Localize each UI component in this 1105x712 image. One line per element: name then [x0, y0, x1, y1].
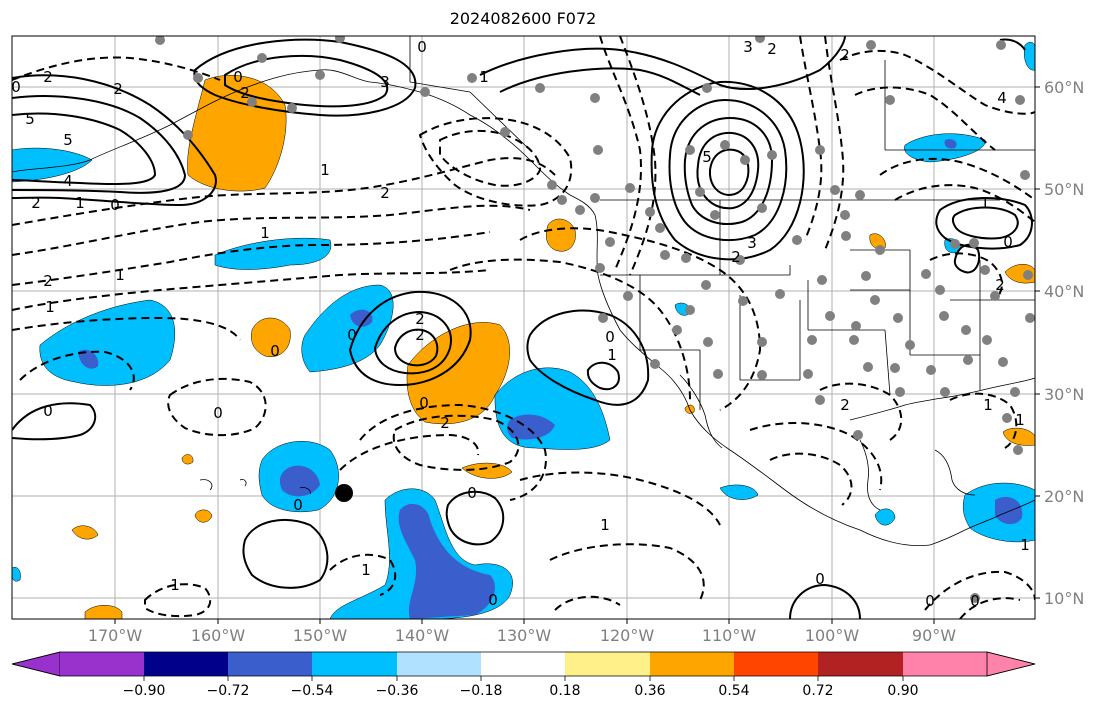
contour-label: 1: [361, 561, 371, 579]
contour-label: 1: [600, 516, 610, 534]
lon-label: 120°W: [599, 626, 655, 645]
contour-label: 0: [43, 402, 53, 420]
contour-label: 0: [970, 592, 980, 610]
map-title: 2024082600 F072: [449, 9, 597, 28]
lon-label: 140°W: [394, 626, 450, 645]
contour-label: 0: [11, 78, 21, 96]
contour-label: 2: [240, 84, 250, 102]
contour-label: 1: [980, 194, 990, 212]
contour-label: 1: [75, 194, 85, 212]
contour-label: 0: [293, 496, 303, 514]
coastlines: [12, 36, 1035, 547]
colorbar-tick-label: −0.36: [375, 683, 419, 699]
contour-labels: 0 2 5 3 2 1 0 3 2 1 5 4 2 1 0 5 2 1 3 2 …: [11, 38, 1030, 610]
strong-negative-regions: [78, 139, 1023, 619]
contour-label: 2: [840, 46, 850, 64]
colorbar-extend-right: [986, 651, 1036, 677]
contour-label: 0: [233, 68, 243, 86]
contour-label: 1: [479, 68, 489, 86]
contour-label: 1: [170, 576, 180, 594]
contour-label: 5: [63, 131, 73, 149]
contour-label: 2: [31, 194, 41, 212]
contour-label: 1: [260, 224, 270, 242]
lat-label: 20°N: [1044, 487, 1085, 506]
contour-label: 2: [840, 396, 850, 414]
solid-contours: [12, 36, 1033, 619]
contour-label: 0: [605, 328, 615, 346]
contour-label: 3: [743, 38, 753, 56]
colorbar-tick-label: −0.72: [206, 683, 250, 699]
colorbar-tick-label: −0.90: [122, 683, 166, 699]
contour-label: 1: [1020, 536, 1030, 554]
colorbar-tick-label: 0.90: [887, 683, 919, 699]
contour-label: 2: [995, 276, 1005, 294]
contour-label: 0: [1003, 233, 1013, 251]
contour-label: 0: [815, 570, 825, 588]
contour-label: 2: [440, 414, 450, 432]
colorbar-tick-label: −0.54: [290, 683, 334, 699]
lon-label: 100°W: [804, 626, 860, 645]
lon-label: 150°W: [292, 626, 348, 645]
lat-label: 30°N: [1044, 385, 1085, 404]
contour-label: 0: [347, 326, 357, 344]
dashed-contours: [12, 36, 1035, 619]
contour-label: 0: [213, 404, 223, 422]
contour-label: 1: [1015, 411, 1025, 429]
contour-label: 1: [45, 298, 55, 316]
colorbar-tick-label: 0.72: [802, 683, 834, 699]
contour-label: 4: [997, 89, 1007, 107]
axis-ticks: [114, 86, 1040, 624]
colorbar-tick-label: 0.36: [634, 683, 666, 699]
lon-label: 110°W: [701, 626, 757, 645]
contour-label: 2: [43, 68, 53, 86]
contour-label: 2: [380, 184, 390, 202]
colorbar: [11, 651, 1036, 681]
contour-label: 2: [767, 40, 777, 58]
contour-label: 4: [63, 172, 73, 190]
station-dots: [155, 36, 1035, 603]
contour-label: 2: [731, 248, 741, 266]
contour-label: 0: [110, 196, 120, 214]
contour-label: 2: [415, 310, 425, 328]
contour-label: 3: [747, 234, 757, 252]
lat-label: 40°N: [1044, 282, 1085, 301]
contour-label: 0: [270, 342, 280, 360]
contour-label: 1: [607, 346, 617, 364]
contour-label: 2: [43, 272, 53, 290]
colorbar-tick-label: 0.18: [549, 683, 581, 699]
contour-label: 5: [25, 110, 35, 128]
colorbar-extend-left: [11, 651, 61, 677]
contour-label: 0: [417, 38, 427, 56]
lon-label: 160°W: [190, 626, 246, 645]
contour-label: 0: [419, 394, 429, 412]
contour-label: 2: [415, 326, 425, 344]
lon-label: 90°W: [911, 626, 957, 645]
contour-label: 1: [115, 266, 125, 284]
contour-label: 1: [983, 396, 993, 414]
colorbar-tick-label: −0.18: [459, 683, 503, 699]
contour-label: 3: [380, 73, 390, 91]
contour-label: 0: [488, 591, 498, 609]
lat-label: 60°N: [1044, 78, 1085, 97]
positive-anomaly-regions: [71, 75, 1035, 619]
contour-label: 5: [702, 148, 712, 166]
lon-label: 130°W: [496, 626, 552, 645]
lat-label: 10°N: [1044, 589, 1085, 608]
colorbar-tick-label: 0.54: [718, 683, 750, 699]
contour-label: 0: [925, 592, 935, 610]
contour-label: 0: [467, 484, 477, 502]
contour-label: 2: [113, 80, 123, 98]
lat-label: 50°N: [1044, 180, 1085, 199]
contour-label: 1: [320, 161, 330, 179]
storm-center-marker: [335, 484, 353, 502]
lon-label: 170°W: [87, 626, 143, 645]
